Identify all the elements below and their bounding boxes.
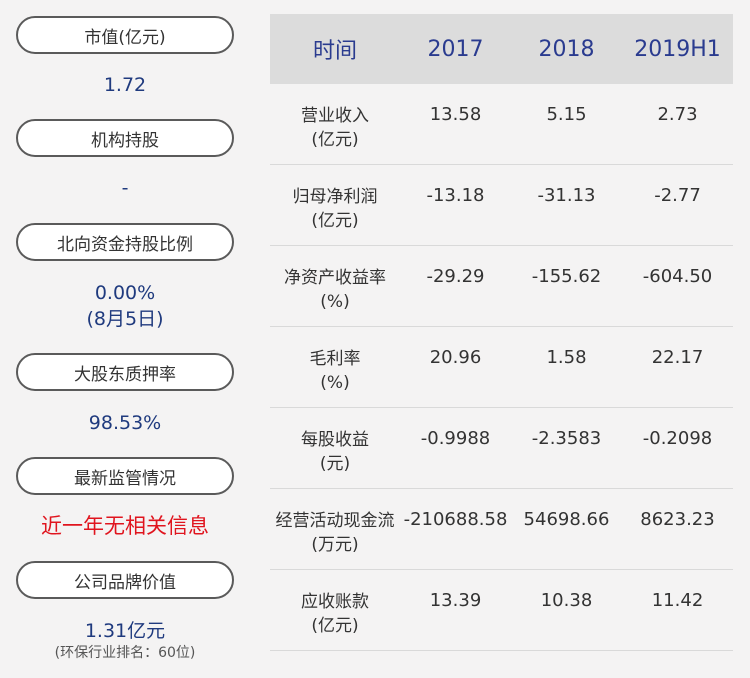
cell-2017: 20.96	[429, 347, 482, 368]
table-row: 应收账款 (亿元) 13.39 10.38 11.42	[270, 570, 733, 651]
cell-2017: -210688.58	[403, 509, 508, 530]
header-2017: 2017	[427, 36, 484, 62]
institution-holding-label: 机构持股	[16, 119, 234, 157]
left-panel: 市值(亿元) 1.72 机构持股 - 北向资金持股比例 0.00% (8月5日)…	[0, 0, 250, 678]
cell-2019h1: 8623.23	[640, 509, 715, 530]
pledge-rate-value: 98.53%	[88, 412, 162, 434]
cell-2018: 1.58	[546, 347, 587, 368]
table-row: 每股收益 (元) -0.9988 -2.3583 -0.2098	[270, 408, 733, 489]
table-row: 经营活动现金流 (万元) -210688.58 54698.66 8623.23	[270, 489, 733, 570]
northbound-ratio-percent: 0.00%	[94, 282, 156, 304]
cell-2017: -13.18	[426, 185, 485, 206]
row-label: 营业收入 (亿元)	[301, 106, 369, 150]
cell-2019h1: -0.2098	[642, 428, 713, 449]
cell-2017: -29.29	[426, 266, 485, 287]
table-header: 时间 2017 2018 2019H1	[270, 14, 733, 84]
financial-table: 时间 2017 2018 2019H1 营业收入 (亿元) 13.58 5.15 …	[270, 14, 733, 651]
header-2019h1: 2019H1	[634, 36, 721, 62]
cell-2019h1: -604.50	[642, 266, 713, 287]
cell-2018: 10.38	[540, 590, 593, 611]
brand-value-value: 1.31亿元 (环保行业排名：60位)	[0, 618, 250, 662]
table-row: 净资产收益率 (%) -29.29 -155.62 -604.50	[270, 246, 733, 327]
regulatory-status-label: 最新监管情况	[16, 457, 234, 495]
table-row: 营业收入 (亿元) 13.58 5.15 2.73	[270, 84, 733, 165]
table-row: 归母净利润 (亿元) -13.18 -31.13 -2.77	[270, 165, 733, 246]
northbound-ratio-value: 0.00% (8月5日)	[0, 280, 250, 332]
cell-2019h1: 11.42	[651, 590, 704, 611]
northbound-ratio-date: (8月5日)	[86, 308, 164, 330]
northbound-ratio-label: 北向资金持股比例	[16, 223, 234, 261]
market-cap-label: 市值(亿元)	[16, 16, 234, 54]
cell-2018: -2.3583	[531, 428, 602, 449]
row-label: 毛利率 (%)	[309, 349, 361, 393]
cell-2019h1: 22.17	[651, 347, 704, 368]
cell-2018: 54698.66	[523, 509, 610, 530]
header-2018: 2018	[538, 36, 595, 62]
cell-2017: 13.39	[429, 590, 482, 611]
regulatory-status-value: 近一年无相关信息	[41, 514, 209, 538]
brand-value-rank-note: (环保行业排名：60位)	[54, 645, 196, 661]
row-label: 归母净利润 (亿元)	[292, 187, 378, 231]
table-row: 毛利率 (%) 20.96 1.58 22.17	[270, 327, 733, 408]
cell-2018: -155.62	[531, 266, 602, 287]
pledge-rate-label: 大股东质押率	[16, 353, 234, 391]
institution-holding-value: -	[121, 177, 129, 199]
row-label: 经营活动现金流 (万元)	[275, 511, 395, 555]
cell-2017: -0.9988	[420, 428, 491, 449]
row-label: 应收账款 (亿元)	[301, 592, 369, 636]
cell-2017: 13.58	[429, 104, 482, 125]
cell-2018: -31.13	[537, 185, 596, 206]
row-label: 净资产收益率 (%)	[284, 268, 386, 312]
row-label: 每股收益 (元)	[301, 430, 369, 474]
brand-value-label: 公司品牌价值	[16, 561, 234, 599]
header-period: 时间	[312, 39, 357, 64]
cell-2019h1: -2.77	[654, 185, 701, 206]
cell-2018: 5.15	[546, 104, 587, 125]
market-cap-value: 1.72	[103, 74, 147, 96]
brand-value-amount: 1.31亿元	[84, 620, 166, 642]
cell-2019h1: 2.73	[657, 104, 698, 125]
